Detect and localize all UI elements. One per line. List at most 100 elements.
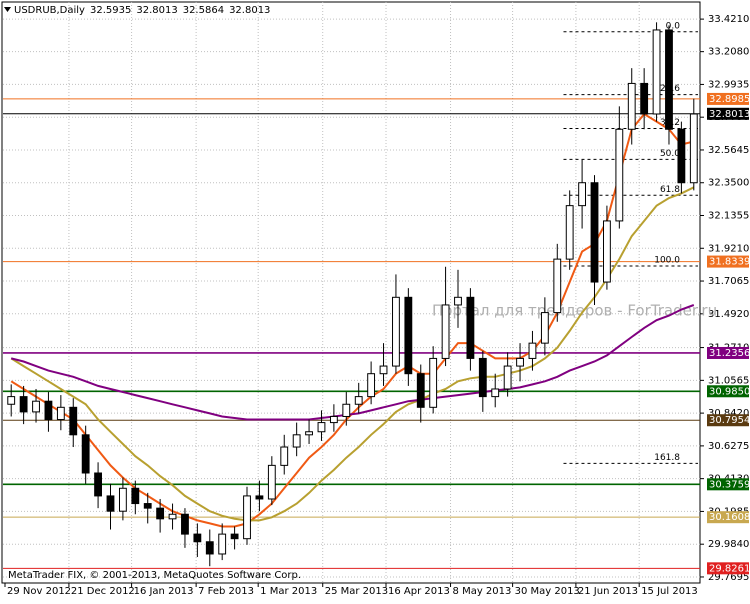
level-label: 31.8339 bbox=[709, 257, 750, 268]
candle-body bbox=[367, 373, 376, 398]
level-label: 31.2356 bbox=[709, 348, 750, 359]
header-value: 32.8013 bbox=[136, 5, 177, 16]
x-tick-label: 21 Dec 2012 bbox=[71, 586, 135, 597]
candle-body bbox=[640, 82, 649, 115]
candle-body bbox=[491, 388, 500, 398]
header-icon bbox=[4, 7, 11, 12]
candle-body bbox=[478, 357, 487, 398]
candle-body bbox=[590, 182, 599, 283]
candle-body bbox=[230, 533, 239, 540]
candle-body bbox=[540, 312, 549, 344]
candle-body bbox=[392, 296, 400, 367]
y-tick-label: 30.6275 bbox=[708, 441, 749, 452]
candle-body bbox=[7, 396, 16, 405]
candle-body bbox=[81, 434, 90, 474]
candle-body bbox=[280, 446, 289, 466]
x-tick-label: 16 Jan 2013 bbox=[134, 586, 194, 597]
candle-body bbox=[243, 495, 251, 540]
y-tick-label: 33.4210 bbox=[708, 14, 749, 25]
y-tick-label: 31.7065 bbox=[708, 276, 749, 287]
fib-label: 61.8 bbox=[660, 185, 680, 195]
candle-body bbox=[181, 513, 189, 535]
candle-body bbox=[354, 396, 363, 405]
candle-body bbox=[305, 431, 313, 436]
candle-body bbox=[267, 464, 276, 500]
candle-body bbox=[94, 472, 102, 497]
y-tick-label: 32.1355 bbox=[708, 211, 749, 222]
candle-body bbox=[143, 503, 152, 509]
candle-body bbox=[69, 406, 78, 436]
candle-body bbox=[565, 205, 574, 260]
candle-body bbox=[665, 29, 673, 130]
candle-body bbox=[329, 415, 338, 424]
candle-body bbox=[503, 365, 512, 390]
level-label: 32.8013 bbox=[709, 109, 750, 120]
candle-body bbox=[106, 495, 115, 512]
candle-body bbox=[379, 365, 388, 375]
candle-body bbox=[342, 403, 351, 417]
level-label-box bbox=[707, 562, 749, 575]
level-label-box bbox=[707, 92, 749, 105]
x-tick-label: 8 May 2013 bbox=[453, 586, 512, 597]
x-tick-label: 7 Feb 2013 bbox=[198, 586, 254, 597]
candle-body bbox=[156, 507, 165, 520]
moving-average bbox=[10, 304, 695, 421]
candle-body bbox=[416, 373, 425, 408]
candle-body bbox=[131, 487, 140, 505]
candle-body bbox=[44, 400, 53, 421]
x-tick-label: 1 Mar 2013 bbox=[260, 586, 317, 597]
footer: MetaTrader FIX, © 2001-2013, MetaQuotes … bbox=[8, 570, 301, 581]
candle-body bbox=[615, 128, 624, 222]
level-label-box bbox=[707, 255, 749, 268]
candle-body bbox=[118, 487, 127, 512]
y-tick-label: 32.9935 bbox=[708, 79, 749, 90]
level-label: 29.8261 bbox=[709, 563, 750, 574]
watermark: Портал для трейдеров - ForTrader.ru bbox=[432, 302, 717, 320]
y-tick-label: 31.4920 bbox=[708, 309, 749, 320]
x-tick-label: 30 May 2013 bbox=[515, 586, 580, 597]
y-tick-label: 30.8420 bbox=[708, 408, 749, 419]
moving-average bbox=[10, 186, 695, 522]
y-tick-label: 29.7695 bbox=[708, 572, 749, 583]
candle-body bbox=[553, 258, 562, 314]
candle-body bbox=[168, 513, 177, 520]
candle-body bbox=[677, 128, 686, 184]
candle-body bbox=[652, 29, 661, 115]
x-tick-label: 21 Jun 2013 bbox=[578, 586, 638, 597]
candle-body bbox=[429, 357, 438, 408]
fib-label: 100.0 bbox=[654, 255, 680, 265]
candle-body bbox=[19, 396, 28, 413]
candle-body bbox=[317, 422, 326, 433]
fib-label: 0.0 bbox=[666, 21, 681, 31]
level-label-box bbox=[707, 385, 749, 398]
header-value: 32.8013 bbox=[229, 5, 270, 16]
candle-body bbox=[255, 495, 264, 500]
y-tick-label: 32.5645 bbox=[708, 145, 749, 156]
x-tick-label: 15 Jul 2013 bbox=[641, 586, 698, 597]
candle-body bbox=[205, 541, 214, 555]
candle-body bbox=[32, 400, 40, 413]
header-value: 32.5864 bbox=[183, 5, 224, 16]
candle-body bbox=[516, 357, 524, 367]
candle-body bbox=[466, 296, 475, 359]
level-label-box bbox=[707, 478, 749, 491]
level-label: 30.7954 bbox=[709, 415, 750, 426]
chart-header: USDRUB,Daily 32.5935 32.8013 32.5864 32.8013 bbox=[14, 5, 270, 16]
y-tick-label: 33.2080 bbox=[708, 47, 749, 58]
fib-label: 161.8 bbox=[654, 453, 680, 463]
candle-body bbox=[193, 533, 202, 543]
candle-body bbox=[454, 296, 462, 306]
candle-body bbox=[578, 182, 587, 207]
level-label: 30.1608 bbox=[709, 512, 750, 523]
x-tick-label: 16 Apr 2013 bbox=[388, 586, 450, 597]
candle-body bbox=[404, 296, 413, 375]
candle-body bbox=[441, 304, 450, 359]
level-label: 32.8985 bbox=[709, 94, 750, 105]
chart-title: USDRUB,Daily bbox=[14, 5, 85, 16]
candle-body bbox=[627, 82, 636, 130]
header-value: 32.5935 bbox=[90, 5, 131, 16]
level-label: 30.9850 bbox=[709, 386, 750, 397]
candle-body bbox=[689, 113, 698, 184]
plot-frame bbox=[1, 1, 701, 584]
